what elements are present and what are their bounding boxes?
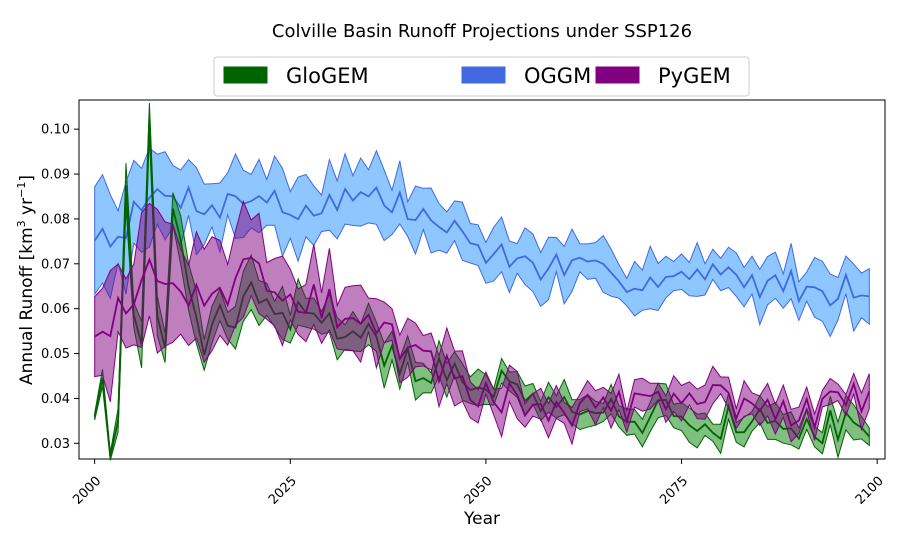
- plot-frame: [78, 99, 886, 460]
- legend-label-oggm: OGGM: [524, 64, 591, 88]
- pygem-mean-line: [94, 256, 871, 431]
- x-tick-label: 2000: [70, 474, 104, 508]
- y-tick-label: 0.03: [41, 437, 70, 452]
- legend-swatch-glogem: [223, 66, 268, 84]
- x-tick-label: 2075: [657, 474, 691, 508]
- x-axis: 2000 2025 2050 2075 2100: [70, 459, 887, 508]
- y-tick-label: 0.04: [41, 392, 70, 407]
- x-tick-label: 2050: [462, 474, 496, 508]
- y-axis-label-sup2: −1: [15, 182, 28, 198]
- y-axis: 0.03 0.04 0.05 0.06 0.07 0.08 0.09 0.10: [41, 123, 79, 452]
- x-axis-label: Year: [463, 509, 500, 529]
- y-axis-label-end: ]: [17, 175, 37, 182]
- chart-title: Colville Basin Runoff Projections under …: [272, 21, 692, 42]
- y-tick-label: 0.07: [41, 257, 70, 272]
- oggm-range-band: [94, 147, 870, 338]
- legend-swatch-pygem: [595, 66, 640, 84]
- x-tick-label: 2025: [266, 474, 300, 508]
- y-axis-label-main: Annual Runoff [km: [17, 227, 37, 385]
- y-axis-label-mid: yr: [17, 198, 37, 220]
- x-tick-label: 2100: [853, 474, 887, 508]
- y-tick-label: 0.05: [41, 347, 70, 362]
- y-axis-label-sup: 3: [15, 220, 28, 227]
- legend-label-glogem: GloGEM: [286, 64, 369, 88]
- y-tick-label: 0.06: [41, 302, 70, 317]
- y-axis-label: Annual Runoff [km3 yr−1]: [15, 175, 37, 385]
- legend-swatch-oggm: [461, 66, 506, 84]
- y-tick-label: 0.08: [41, 212, 70, 227]
- legend-label-pygem: PyGEM: [658, 64, 731, 88]
- plot-area: [78, 99, 886, 461]
- series-layer: [93, 103, 871, 461]
- pygem-range-band: [94, 199, 870, 446]
- legend: GloGEM OGGM PyGEM: [213, 56, 750, 97]
- oggm-mean-line: [93, 184, 870, 307]
- y-tick-label: 0.10: [41, 123, 70, 138]
- y-tick-label: 0.09: [41, 168, 70, 183]
